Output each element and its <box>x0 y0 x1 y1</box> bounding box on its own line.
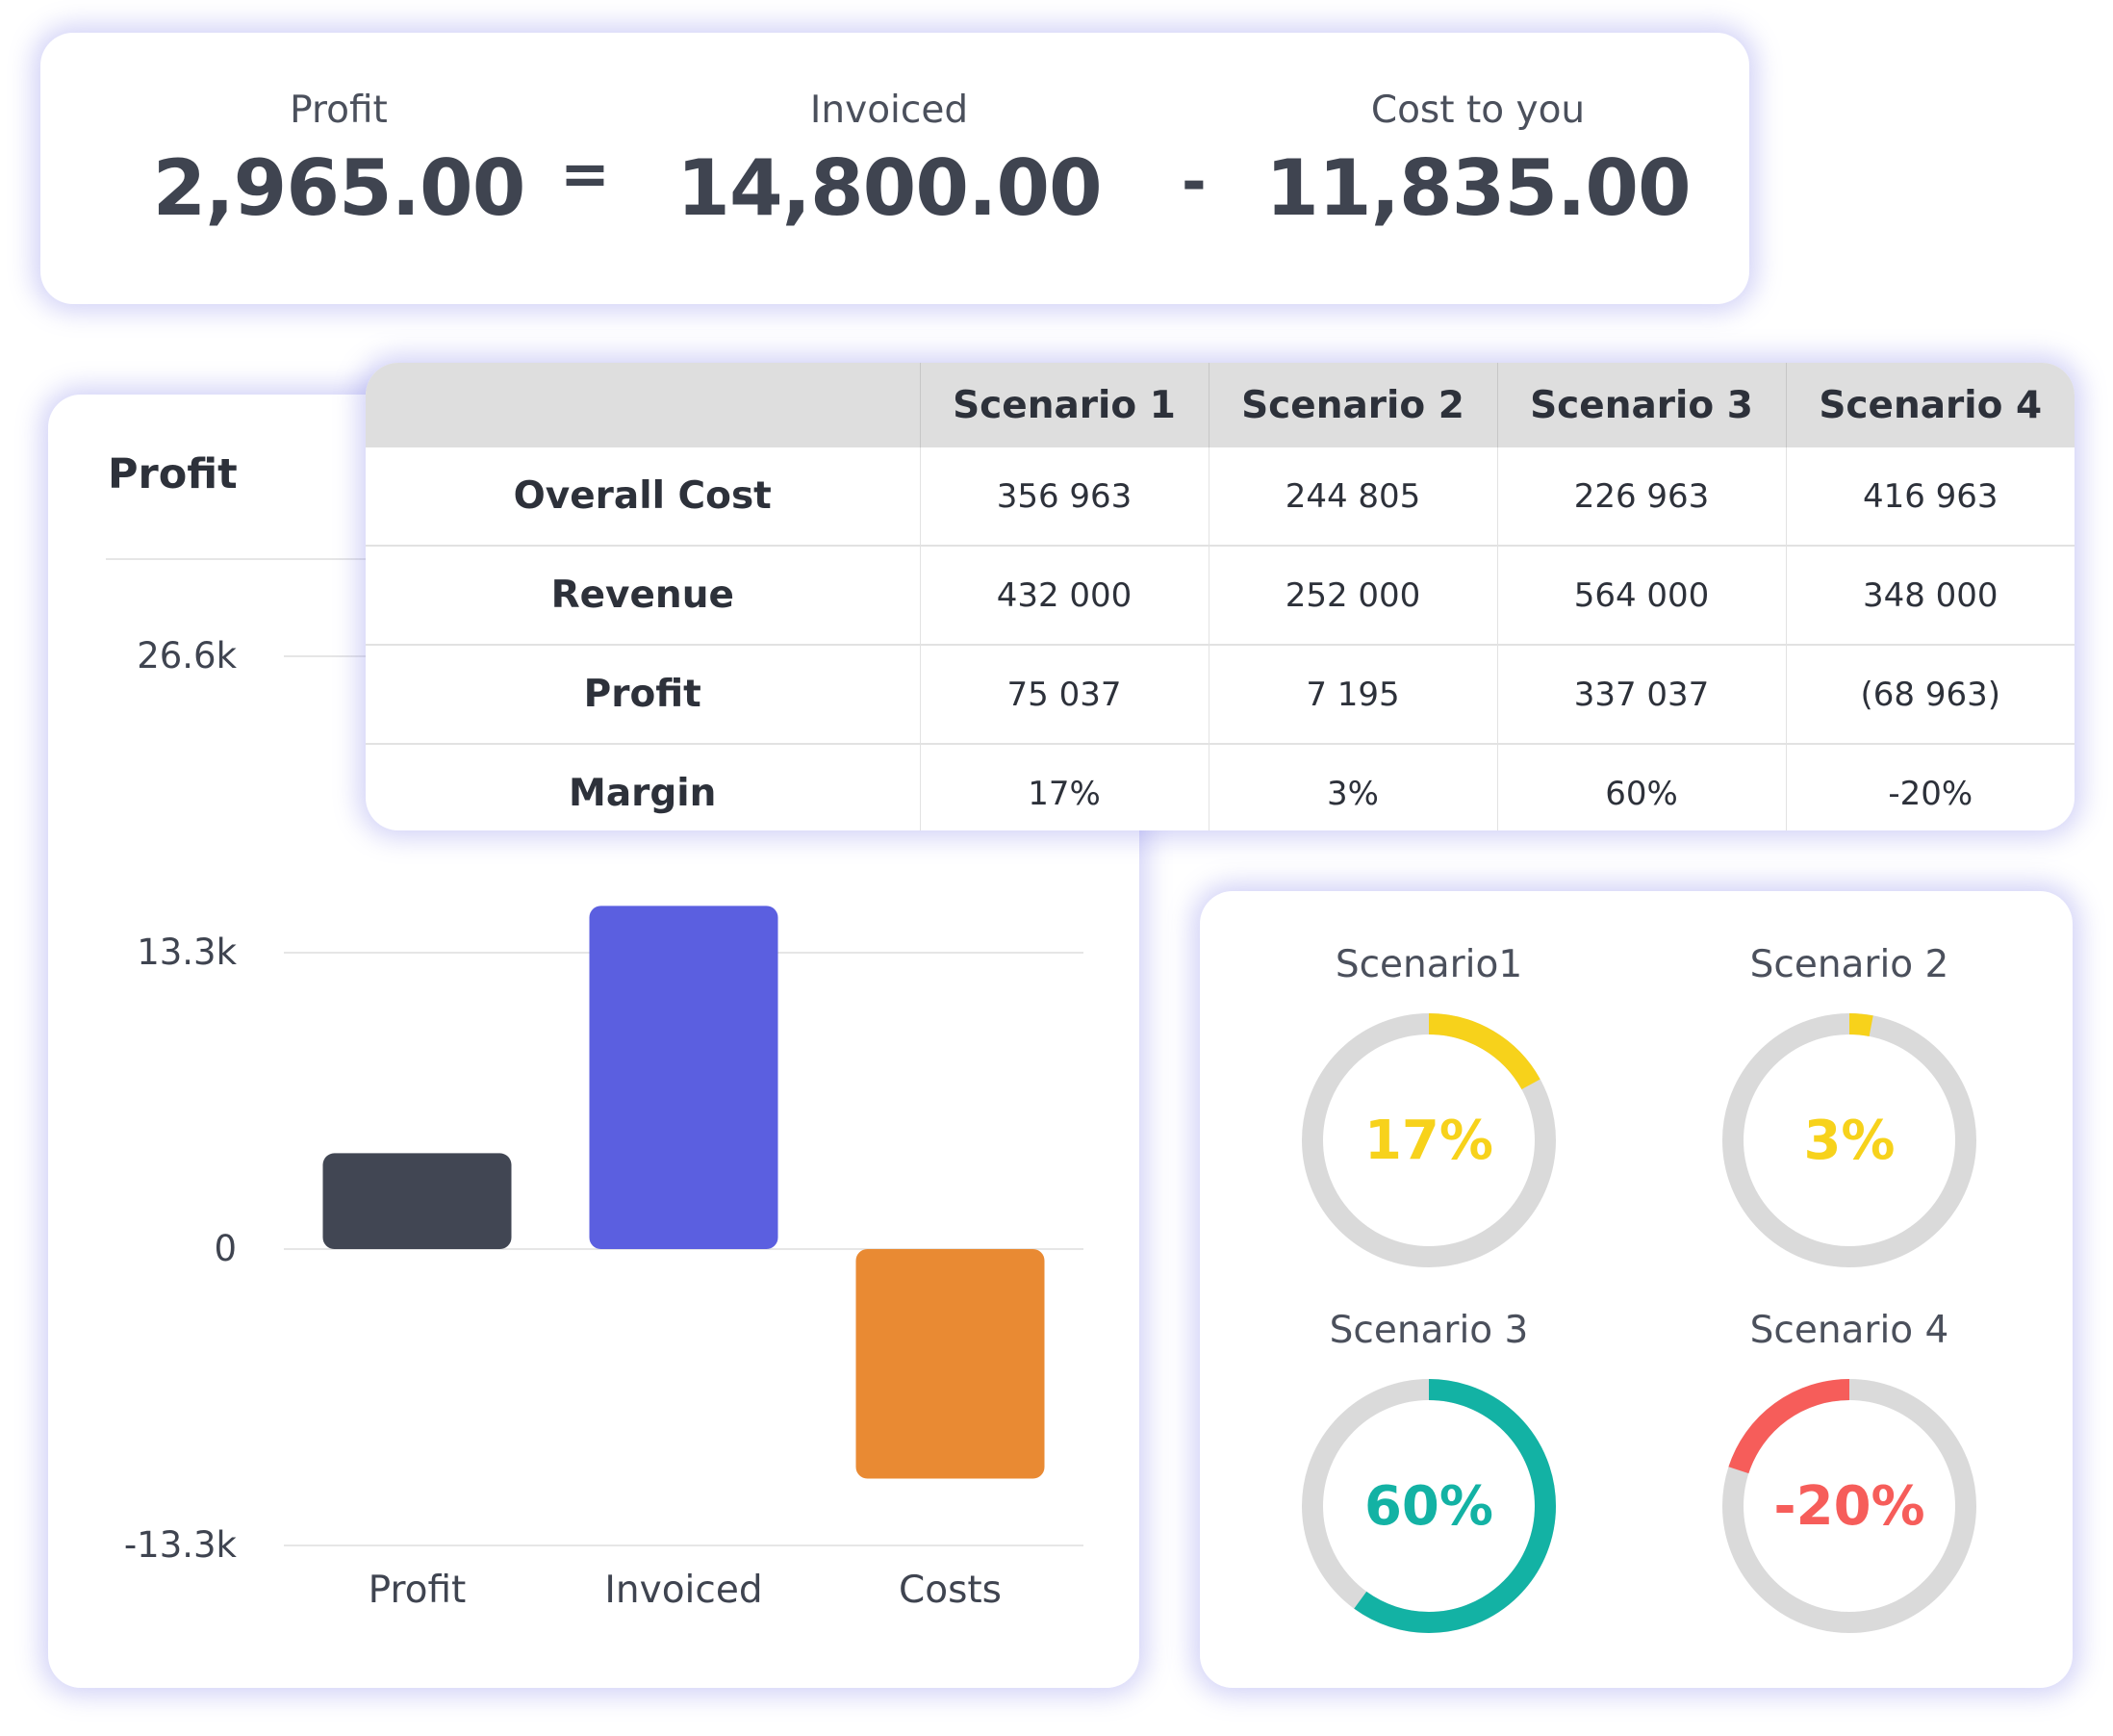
margin-donuts-card: Scenario1 17% Scenario 2 3% Scenario 3 6… <box>1200 891 2073 1688</box>
row-label-profit: Profit <box>366 644 921 744</box>
y-tick-label: -13.3k <box>124 1524 238 1566</box>
donut-title: Scenario 4 <box>1749 1309 1949 1352</box>
invoiced-value: 14,800.00 <box>676 143 1102 233</box>
row-label-revenue: Revenue <box>366 545 921 645</box>
table-cell: 348 000 <box>1786 545 2075 645</box>
header-scenario-4[interactable]: Scenario 4 <box>1786 363 2075 447</box>
donut-value: 60% <box>1364 1475 1493 1538</box>
donut-arc <box>1302 1379 1556 1633</box>
donut-title: Scenario 2 <box>1749 943 1949 986</box>
table-row: Revenue 432 000 252 000 564 000 348 000 <box>366 545 2075 645</box>
donut-value: 3% <box>1803 1110 1895 1172</box>
table-cell: (68 963) <box>1786 644 2075 744</box>
donut-scenario-3: Scenario 3 60% <box>1217 1309 1641 1646</box>
table-cell: -20% <box>1786 743 2075 830</box>
table-cell: 356 963 <box>920 447 1209 546</box>
scenario-table: Scenario 1 Scenario 2 Scenario 3 Scenari… <box>366 363 2075 830</box>
table-cell: 416 963 <box>1862 476 1998 516</box>
table-cell: 17% <box>920 743 1209 830</box>
minus-sign: - <box>1182 146 1207 217</box>
table-cell: 75 037 <box>920 644 1209 744</box>
donut-ring: 17% <box>1302 1013 1556 1267</box>
table-cell: 226 963 <box>1497 447 1787 546</box>
x-tick-label: Profit <box>369 1569 467 1612</box>
donut-scenario-4: Scenario 4 -20% <box>1638 1309 2061 1646</box>
header-scenario-1[interactable]: Scenario 1 <box>920 363 1209 447</box>
donut-value: 17% <box>1364 1110 1493 1172</box>
table-cell: 7 195 <box>1209 644 1498 744</box>
table-cell: 244 805 <box>1209 447 1498 546</box>
table-cell: 252 000 <box>1209 545 1498 645</box>
donut-value: -20% <box>1773 1475 1924 1538</box>
bar-profit[interactable] <box>322 1153 512 1249</box>
equals-sign: = <box>560 139 610 209</box>
profit-bar-chart: 26.6k 13.3k 0 -13.3k Profit Invoiced Costs <box>106 558 1083 1612</box>
invoiced-summary: Invoiced 14,800.00 <box>668 89 1110 233</box>
y-tick-label: 26.6k <box>137 635 237 677</box>
donut-arc <box>1722 1013 1976 1267</box>
donut-scenario-1: Scenario1 17% <box>1217 943 1641 1280</box>
table-cell: 3% <box>1209 743 1498 830</box>
row-label-overall-cost: Overall Cost <box>366 447 921 546</box>
table-cell: 564 000 <box>1497 545 1787 645</box>
invoiced-label: Invoiced <box>809 89 969 132</box>
y-tick-label: 0 <box>214 1228 237 1269</box>
donut-title: Scenario 3 <box>1329 1309 1529 1352</box>
scenario-table-card: Scenario 1 Scenario 2 Scenario 3 Scenari… <box>366 363 2075 830</box>
donut-ring: 60% <box>1302 1379 1556 1633</box>
x-tick-label: Costs <box>899 1569 1002 1612</box>
table-cell: 337 037 <box>1497 644 1787 744</box>
cost-value: 11,835.00 <box>1265 143 1691 233</box>
table-row: Profit 75 037 7 195 337 037 (68 963) <box>366 644 2075 744</box>
x-tick-label: Invoiced <box>604 1569 762 1612</box>
table-row: Overall Cost 356 963 244 805 226 963 416… <box>366 447 2075 546</box>
table-header-row: Scenario 1 Scenario 2 Scenario 3 Scenari… <box>366 363 2075 447</box>
profit-value: 2,965.00 <box>152 143 526 233</box>
header-scenario-3[interactable]: Scenario 3 <box>1497 363 1787 447</box>
table-row: Margin 17% 3% 60% -20% <box>366 743 2075 830</box>
donut-arc <box>1722 1379 1976 1633</box>
table-cell: 432 000 <box>920 545 1209 645</box>
donut-arc <box>1302 1013 1556 1267</box>
header-blank <box>366 363 921 447</box>
profit-summary: Profit 2,965.00 <box>117 89 560 233</box>
y-tick-label: 13.3k <box>137 932 237 973</box>
cost-summary: Cost to you 11,835.00 <box>1257 89 1699 233</box>
donut-scenario-2: Scenario 2 3% <box>1638 943 2061 1280</box>
profit-label: Profit <box>290 89 388 132</box>
summary-card: Profit 2,965.00 = Invoiced 14,800.00 - C… <box>40 33 1749 304</box>
bar-costs[interactable] <box>855 1249 1045 1479</box>
cost-label: Cost to you <box>1370 89 1586 132</box>
header-scenario-2[interactable]: Scenario 2 <box>1209 363 1498 447</box>
donut-ring: 3% <box>1722 1013 1976 1267</box>
donut-ring: -20% <box>1722 1379 1976 1633</box>
donut-title: Scenario1 <box>1335 943 1523 986</box>
chart-title: Profit <box>108 450 238 498</box>
bar-invoiced[interactable] <box>589 906 778 1249</box>
row-label-margin: Margin <box>366 743 921 830</box>
table-cell: 60% <box>1497 743 1787 830</box>
